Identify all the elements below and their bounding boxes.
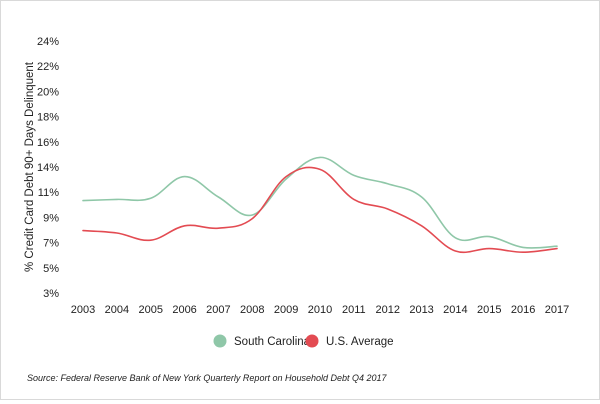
x-tick-label: 2017 <box>545 304 569 316</box>
y-axis-label: % Credit Card Debt 90+ Days Delinquent <box>24 61 36 272</box>
y-tick-label: 22% <box>37 61 59 73</box>
x-tick-label: 2008 <box>240 304 264 316</box>
x-tick-label: 2013 <box>409 304 433 316</box>
x-tick-label: 2016 <box>511 304 535 316</box>
y-tick-label: 9% <box>43 212 59 224</box>
legend-swatch <box>305 334 319 348</box>
x-tick-label: 2012 <box>375 304 399 316</box>
legend-label: South Carolina <box>234 336 311 348</box>
legend-swatch <box>213 334 227 348</box>
x-tick-label: 2007 <box>206 304 230 316</box>
x-tick-label: 2006 <box>172 304 196 316</box>
y-tick-label: 24% <box>37 36 59 48</box>
y-tick-label: 14% <box>37 162 59 174</box>
legend-label: U.S. Average <box>326 336 394 348</box>
x-tick-label: 2010 <box>308 304 332 316</box>
y-tick-label: 16% <box>37 137 59 149</box>
y-tick-label: 11% <box>38 187 59 199</box>
x-tick-label: 2015 <box>477 304 501 316</box>
x-tick-label: 2004 <box>105 304 129 316</box>
x-tick-label: 2011 <box>342 304 366 316</box>
y-tick-label: 18% <box>37 112 59 124</box>
series-line-south-carolina <box>82 156 558 249</box>
x-tick-label: 2005 <box>138 304 162 316</box>
y-tick-label: 7% <box>43 238 59 250</box>
series-line-us-average <box>82 166 558 254</box>
y-tick-label: 20% <box>37 86 59 98</box>
x-tick-label: 2014 <box>443 304 467 316</box>
y-tick-label: 5% <box>43 263 59 275</box>
x-tick-label: 2009 <box>274 304 298 316</box>
x-tick-label: 2003 <box>71 304 95 316</box>
y-tick-label: 3% <box>43 288 59 300</box>
source-note: Source: Federal Reserve Bank of New York… <box>27 373 388 383</box>
